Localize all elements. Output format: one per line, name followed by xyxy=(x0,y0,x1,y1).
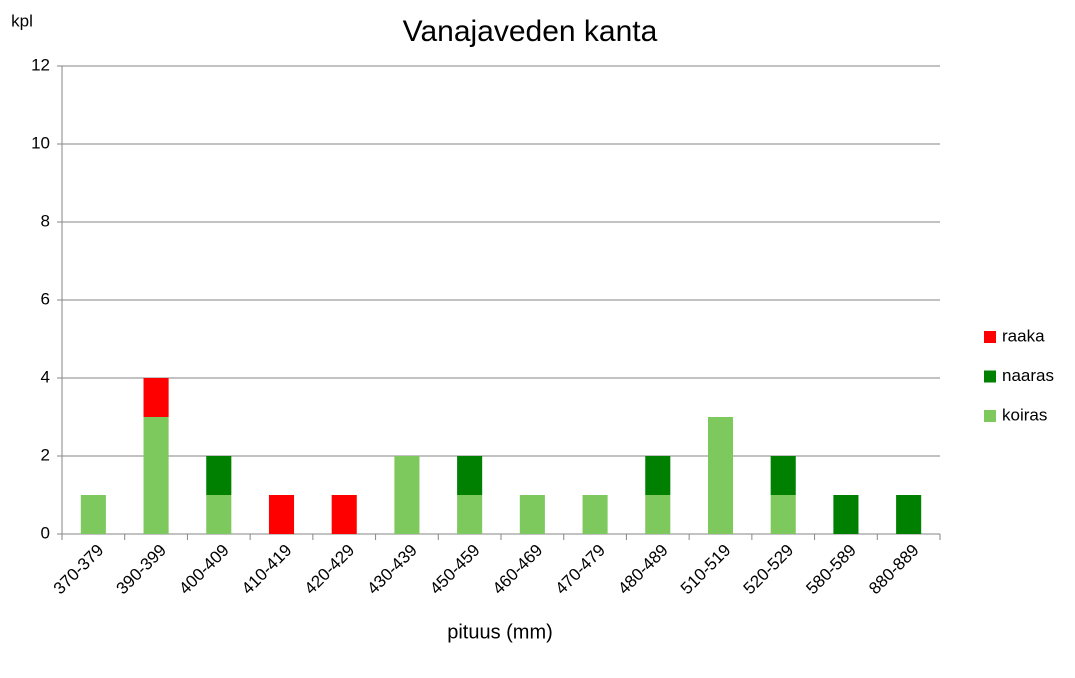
bar-segment xyxy=(645,495,671,534)
bar-segment xyxy=(331,495,357,534)
x-tick-label: 430-439 xyxy=(363,541,421,599)
bar-segment xyxy=(143,378,169,417)
legend-label: raaka xyxy=(1002,326,1045,345)
legend-swatch xyxy=(984,370,996,383)
bar-segment xyxy=(268,495,295,534)
bar-segment xyxy=(457,495,483,534)
bar-segment xyxy=(206,495,232,534)
x-tick-label: 470-479 xyxy=(552,541,610,599)
bar-segment xyxy=(582,495,608,534)
y-axis-label: kpl xyxy=(11,11,33,30)
y-tick-label: 12 xyxy=(31,55,50,74)
bar-segment xyxy=(770,495,796,534)
y-tick-label: 8 xyxy=(41,211,50,230)
bar-segment xyxy=(519,495,545,534)
bar-segment xyxy=(645,456,671,495)
bar-segment xyxy=(707,417,734,534)
chart-title: Vanajaveden kanta xyxy=(403,15,658,48)
x-tick-label: 520-529 xyxy=(740,541,798,599)
x-axis-label: pituus (mm) xyxy=(447,621,553,643)
bar-segment xyxy=(80,495,106,534)
x-tick-label: 420-429 xyxy=(301,541,359,599)
x-tick-label: 580-589 xyxy=(802,541,860,599)
x-tick-label: 460-469 xyxy=(489,541,547,599)
x-tick-label: 510-519 xyxy=(677,541,735,599)
y-tick-label: 2 xyxy=(41,445,50,464)
y-tick-label: 0 xyxy=(41,523,50,542)
bar-segment xyxy=(833,495,859,534)
legend-swatch xyxy=(984,410,996,422)
y-tick-label: 4 xyxy=(41,367,50,386)
x-tick-label: 370-379 xyxy=(50,541,108,599)
x-tick-label: 390-399 xyxy=(113,541,171,599)
legend-label: koiras xyxy=(1002,405,1047,424)
x-tick-label: 880-889 xyxy=(865,541,923,599)
x-tick-label: 400-409 xyxy=(175,541,233,599)
x-tick-label: 450-459 xyxy=(426,541,484,599)
bar-segment xyxy=(206,456,232,495)
bar-segment xyxy=(394,456,420,534)
legend-label: naaras xyxy=(1002,366,1054,385)
bar-segment xyxy=(457,456,483,495)
bar-segment xyxy=(896,495,922,534)
y-tick-label: 10 xyxy=(31,133,50,152)
legend-swatch xyxy=(984,331,996,343)
bar-segment xyxy=(770,456,796,495)
x-tick-label: 480-489 xyxy=(614,541,672,599)
y-tick-label: 6 xyxy=(41,289,50,308)
bar-segment xyxy=(143,417,169,534)
x-tick-label: 410-419 xyxy=(238,541,296,599)
